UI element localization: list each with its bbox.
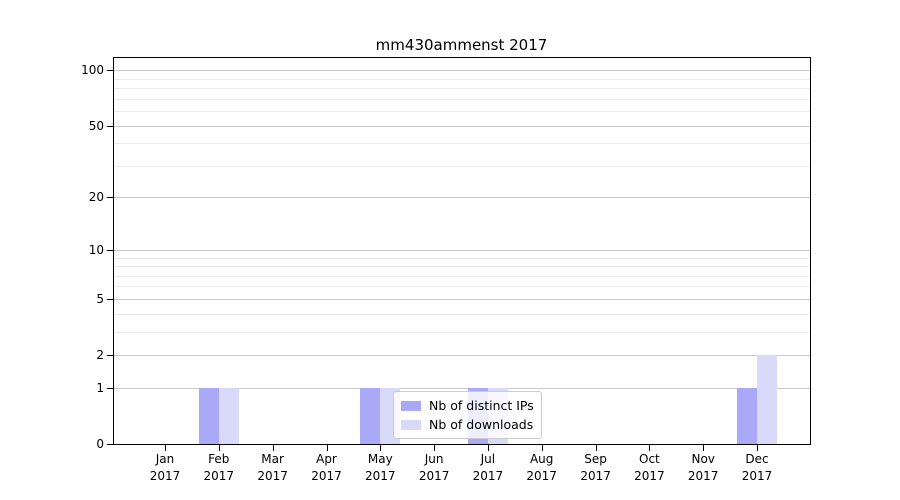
y-tick-mark xyxy=(107,197,113,199)
major-gridline xyxy=(114,197,810,199)
x-tick-year: 2017 xyxy=(257,469,288,483)
x-tick-year: 2017 xyxy=(580,469,611,483)
x-tick-month: Sep xyxy=(584,452,607,466)
minor-gridline xyxy=(114,286,810,288)
minor-gridline xyxy=(114,143,810,145)
minor-gridline xyxy=(114,111,810,112)
minor-gridline xyxy=(114,266,810,267)
x-tick-label: Mar 2017 xyxy=(238,451,308,485)
x-tick-mark xyxy=(595,445,597,451)
y-tick-label: 10 xyxy=(88,242,104,257)
y-tick-label: 2 xyxy=(96,348,104,362)
x-tick-month: Jan xyxy=(155,452,175,466)
legend-label-distinct-ips: Nb of distinct IPs xyxy=(429,398,534,413)
x-tick-label: Jul 2017 xyxy=(453,451,523,485)
y-tick-mark xyxy=(107,444,113,445)
major-gridline xyxy=(114,355,810,356)
plot-area xyxy=(113,57,811,445)
y-tick-label: 0 xyxy=(96,437,104,451)
x-tick-month: Apr xyxy=(316,452,337,466)
x-tick-label: Jan 2017 xyxy=(130,451,200,485)
x-tick-mark xyxy=(434,445,436,451)
x-tick-month: May xyxy=(367,452,393,466)
minor-gridline xyxy=(114,313,810,315)
x-tick-month: Jun xyxy=(424,452,444,466)
x-tick-month: Nov xyxy=(691,452,715,466)
x-tick-month: Dec xyxy=(745,452,769,466)
y-tick-mark xyxy=(107,249,113,251)
x-tick-mark xyxy=(649,445,651,451)
chart-title: mm430ammenst 2017 xyxy=(375,36,548,54)
x-tick-year: 2017 xyxy=(149,469,181,483)
minor-gridline xyxy=(114,165,810,167)
x-tick-year: 2017 xyxy=(311,469,342,483)
bar-dec-downloads xyxy=(757,355,777,444)
x-tick-year: 2017 xyxy=(365,469,396,483)
x-tick-month: Jul xyxy=(480,452,496,466)
x-tick-month: Mar xyxy=(261,452,284,466)
y-tick-mark xyxy=(107,125,113,127)
legend-label-downloads: Nb of downloads xyxy=(429,417,534,432)
x-tick-year: 2017 xyxy=(634,469,665,483)
minor-gridline xyxy=(114,331,810,333)
y-tick-mark xyxy=(107,355,113,356)
x-tick-mark xyxy=(165,445,166,451)
y-tick-mark xyxy=(107,387,113,389)
x-tick-label: May 2017 xyxy=(345,451,415,485)
legend: Nb of distinct IPs Nb of downloads xyxy=(393,391,542,439)
minor-gridline xyxy=(114,275,810,277)
major-gridline xyxy=(114,70,810,72)
x-tick-year: 2017 xyxy=(687,469,719,483)
major-gridline xyxy=(114,387,810,389)
legend-swatch-distinct-ips xyxy=(401,400,421,411)
x-tick-mark xyxy=(757,445,758,451)
x-tick-mark xyxy=(487,445,489,451)
x-tick-month: Aug xyxy=(529,452,554,466)
bar-may-distinct-ips xyxy=(360,387,381,444)
x-tick-mark xyxy=(326,445,328,451)
x-tick-label: Dec 2017 xyxy=(722,451,792,485)
x-tick-label: Nov 2017 xyxy=(668,451,738,485)
legend-item-downloads: Nb of downloads xyxy=(401,415,534,434)
y-tick-label: 20 xyxy=(88,190,104,205)
y-tick-label: 50 xyxy=(88,118,104,133)
y-tick-mark xyxy=(107,70,113,72)
x-tick-label: Oct 2017 xyxy=(614,451,684,485)
x-tick-mark xyxy=(380,445,382,451)
x-tick-mark xyxy=(218,445,220,451)
x-tick-label: Aug 2017 xyxy=(507,451,577,485)
minor-gridline xyxy=(114,88,810,90)
legend-item-distinct-ips: Nb of distinct IPs xyxy=(401,396,534,415)
minor-gridline xyxy=(114,98,810,100)
major-gridline xyxy=(114,298,810,300)
minor-gridline xyxy=(114,257,810,259)
x-tick-year: 2017 xyxy=(741,469,773,483)
bar-dec-distinct-ips xyxy=(737,387,757,444)
major-gridline xyxy=(114,125,810,127)
x-tick-year: 2017 xyxy=(472,469,504,483)
y-tick-label: 1 xyxy=(96,380,104,395)
y-tick-label: 5 xyxy=(96,291,104,306)
x-tick-year: 2017 xyxy=(526,469,557,483)
minor-gridline xyxy=(114,78,810,80)
x-tick-label: Apr 2017 xyxy=(292,451,362,485)
bar-feb-distinct-ips xyxy=(198,387,219,444)
x-tick-label: Feb 2017 xyxy=(184,451,254,485)
legend-swatch-downloads xyxy=(401,419,421,430)
bar-feb-downloads xyxy=(218,387,239,444)
y-tick-label: 100 xyxy=(81,63,104,78)
x-tick-mark xyxy=(703,445,705,451)
y-tick-mark xyxy=(107,298,113,300)
x-tick-month: Oct xyxy=(639,452,660,466)
x-tick-mark xyxy=(272,445,274,451)
x-tick-label: Jun 2017 xyxy=(399,451,469,485)
x-tick-mark xyxy=(541,445,543,451)
x-tick-year: 2017 xyxy=(418,469,450,483)
x-tick-month: Feb xyxy=(208,452,230,466)
x-tick-label: Sep 2017 xyxy=(561,451,631,485)
x-tick-year: 2017 xyxy=(203,469,235,483)
major-gridline xyxy=(114,249,810,251)
